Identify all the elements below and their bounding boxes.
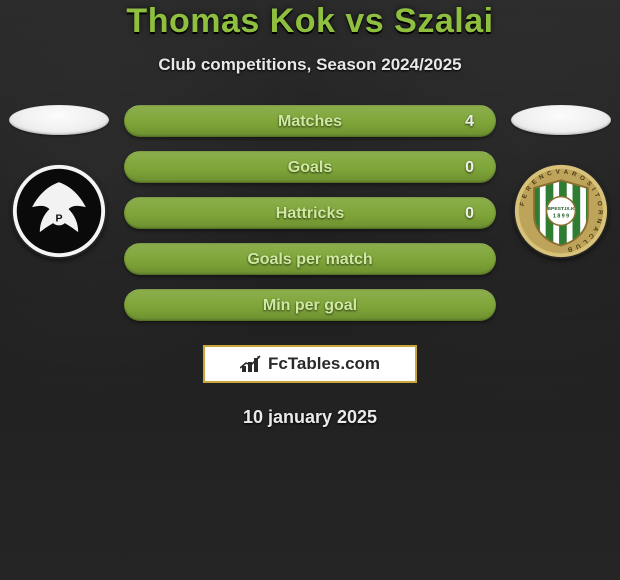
brand-box: FcTables.com: [203, 345, 417, 383]
svg-text:1 8 9 9: 1 8 9 9: [553, 214, 569, 220]
subtitle: Club competitions, Season 2024/2025: [158, 55, 461, 75]
stat-value-right: 0: [465, 159, 474, 177]
stat-label: Goals per match: [247, 251, 372, 269]
stat-label: Goals: [288, 159, 332, 177]
left-player-photo-placeholder: [9, 105, 109, 135]
brand-text: FcTables.com: [268, 354, 380, 374]
comparison-area: P Matches 4 Goals 0 Hattricks 0 Goals per matc…: [0, 105, 620, 321]
left-club-crest: P: [11, 163, 107, 259]
stat-row: Hattricks 0: [124, 197, 496, 229]
stat-row: Goals 0: [124, 151, 496, 183]
stat-row: Matches 4: [124, 105, 496, 137]
right-player-column: BPEST.IX.K 1 8 9 9 F E R E N C V A R O S…: [510, 105, 612, 259]
date-text: 10 january 2025: [243, 407, 377, 428]
page-title: Thomas Kok vs Szalai: [126, 2, 493, 41]
left-player-column: P: [8, 105, 110, 259]
stat-label: Matches: [278, 113, 342, 131]
stat-value-right: 4: [465, 113, 474, 131]
stat-row: Goals per match: [124, 243, 496, 275]
right-player-photo-placeholder: [511, 105, 611, 135]
stat-rows: Matches 4 Goals 0 Hattricks 0 Goals per match M…: [110, 105, 510, 321]
stat-value-right: 0: [465, 205, 474, 223]
stat-label: Min per goal: [263, 297, 357, 315]
card: Thomas Kok vs Szalai Club competitions, …: [0, 0, 620, 428]
right-club-crest: BPEST.IX.K 1 8 9 9 F E R E N C V A R O S…: [513, 163, 609, 259]
svg-text:P: P: [55, 213, 62, 225]
svg-text:BPEST.IX.K: BPEST.IX.K: [547, 206, 575, 212]
stat-row: Min per goal: [124, 289, 496, 321]
bar-chart-icon: [240, 354, 264, 374]
stat-label: Hattricks: [276, 205, 344, 223]
